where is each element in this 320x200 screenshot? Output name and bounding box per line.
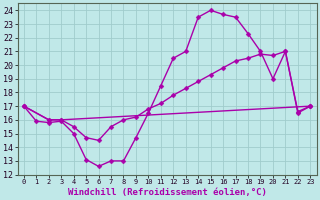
X-axis label: Windchill (Refroidissement éolien,°C): Windchill (Refroidissement éolien,°C) <box>68 188 267 197</box>
